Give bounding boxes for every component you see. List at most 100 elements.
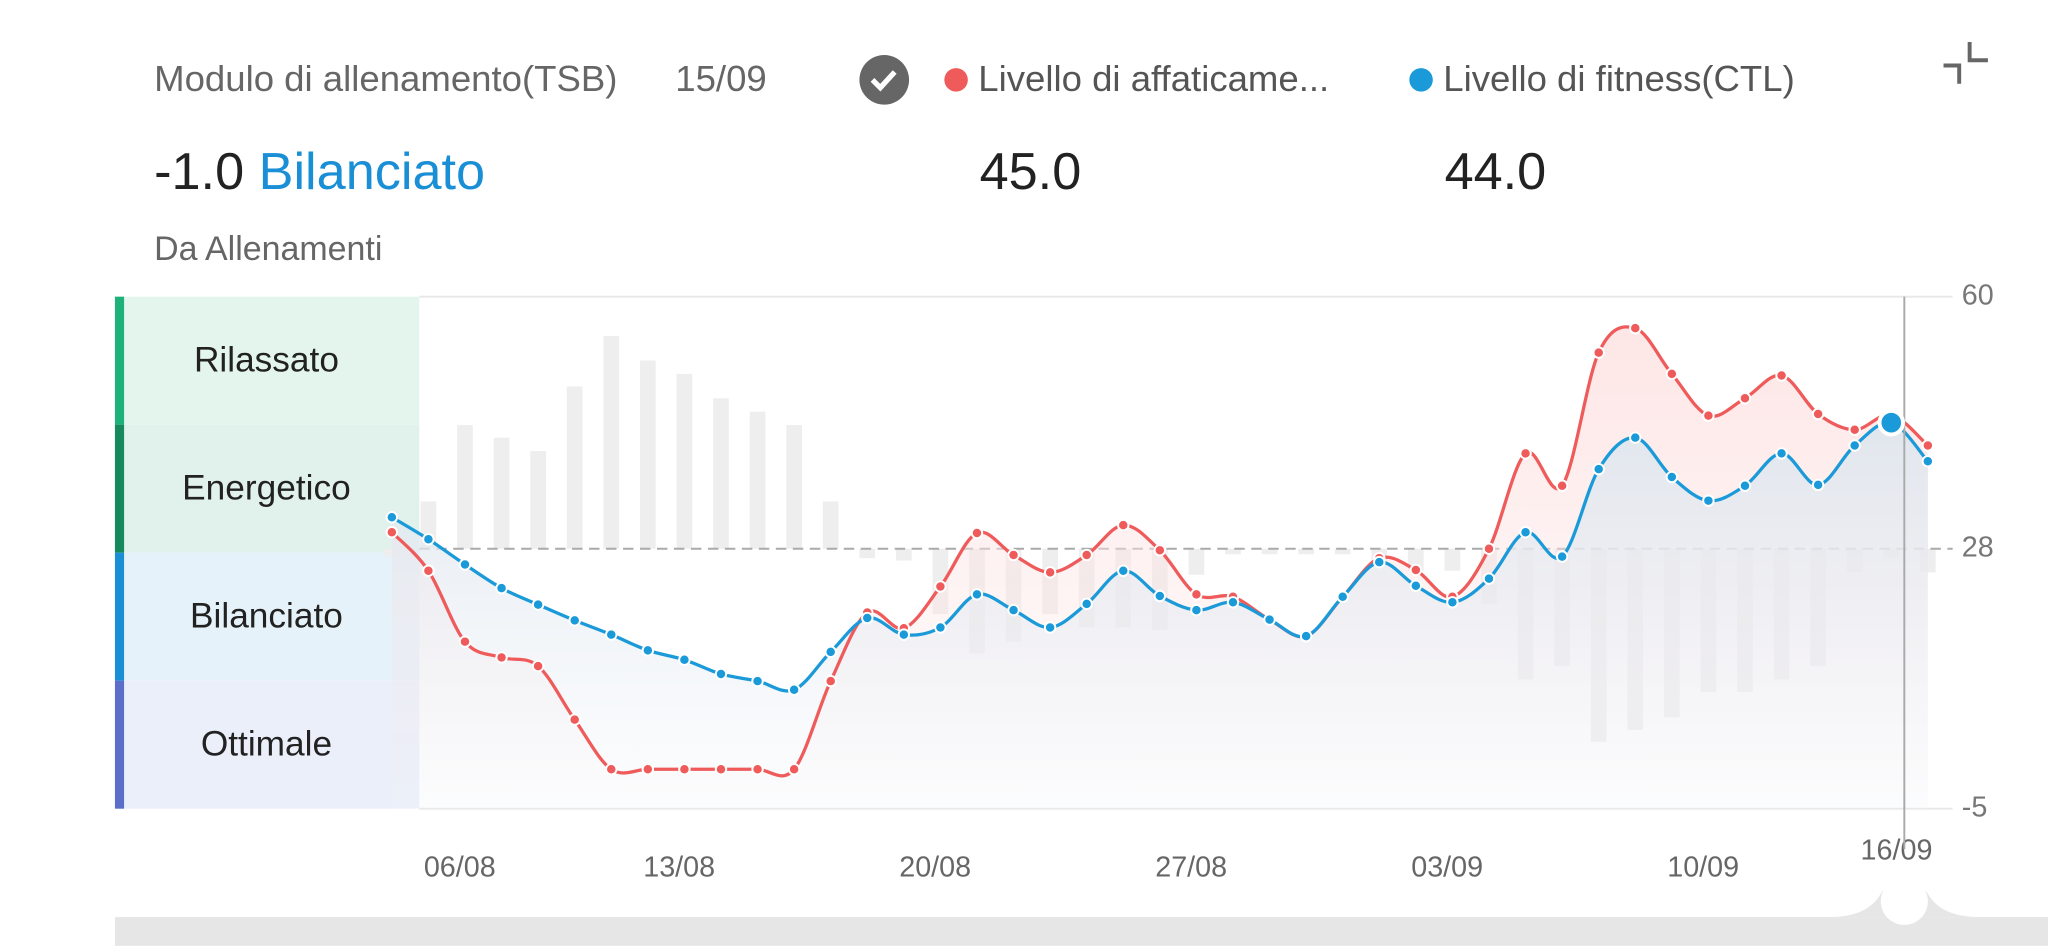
point <box>1080 548 1093 562</box>
point <box>422 564 435 577</box>
point <box>1629 321 1642 335</box>
point <box>422 533 435 546</box>
date: 15/09 <box>675 58 767 99</box>
atl-value: 45.0 <box>980 143 1082 201</box>
tsb-bar <box>1188 548 1205 575</box>
point <box>861 611 874 625</box>
point <box>1519 447 1532 460</box>
tsb-bar <box>566 386 583 549</box>
point <box>1629 431 1642 444</box>
point <box>1921 439 1935 452</box>
tsb-bar <box>640 360 656 549</box>
point <box>605 763 618 776</box>
point <box>970 588 984 601</box>
point <box>1665 367 1679 381</box>
x-tick-label: 06/08 <box>424 851 496 883</box>
plot: -5 28 60 06/08 13/08 20/08 27/08 03/09 10/09 16/0… <box>384 279 1994 883</box>
y-tick-label: 28 <box>1962 531 1994 563</box>
point <box>897 628 911 641</box>
tsb-bar <box>822 501 839 549</box>
tsb-bar <box>457 425 473 549</box>
point <box>751 763 764 776</box>
point <box>1775 369 1788 382</box>
point <box>1811 407 1825 421</box>
point <box>1848 423 1861 436</box>
point <box>1226 596 1240 609</box>
point <box>1555 479 1569 492</box>
point <box>1117 564 1130 577</box>
tsb-bar <box>603 336 620 549</box>
point <box>605 628 618 641</box>
point <box>970 526 984 540</box>
title: Modulo di allenamento(TSB) <box>154 58 617 99</box>
x-tick-label: 27/08 <box>1155 851 1227 883</box>
point <box>1153 544 1167 557</box>
point <box>1665 470 1679 484</box>
zone-bg <box>114 680 420 809</box>
slider-knob[interactable] <box>1880 877 1928 925</box>
zone-bg <box>114 296 420 425</box>
zone-label: Bilanciato <box>190 596 343 635</box>
zone-bg <box>114 552 420 681</box>
point <box>641 644 655 657</box>
point <box>1007 548 1020 562</box>
point <box>714 763 728 776</box>
point <box>1482 572 1496 585</box>
tsb-value: -1.0 <box>154 143 244 201</box>
zones: Rilassato Energetico Bilanciato Ottimale <box>114 296 420 809</box>
point <box>1080 597 1093 611</box>
point <box>1409 563 1423 577</box>
zone-label: Rilassato <box>194 340 339 379</box>
point <box>531 598 545 611</box>
point <box>1409 579 1423 592</box>
area <box>391 422 1928 809</box>
tsb-bar <box>1261 548 1278 555</box>
point <box>495 581 508 595</box>
x-tick-label: 03/09 <box>1411 851 1483 883</box>
tsb-bar <box>749 411 766 549</box>
point <box>1117 518 1130 532</box>
legend-dot <box>1409 68 1433 92</box>
point <box>1263 613 1276 626</box>
point <box>1482 542 1496 555</box>
x-tick-label: 13/08 <box>643 851 715 883</box>
tsb-bar <box>1225 548 1241 555</box>
point <box>1555 550 1569 563</box>
x-tick-label: 10/09 <box>1667 851 1739 883</box>
point <box>1738 392 1752 405</box>
tsb-bar <box>713 398 729 549</box>
collapse-icon[interactable] <box>1943 41 1988 84</box>
x-tick-label: 16/09 <box>1861 834 1933 866</box>
point <box>714 667 728 681</box>
point <box>1336 590 1349 603</box>
point <box>1592 462 1605 476</box>
point <box>824 645 837 659</box>
ctl-value: 44.0 <box>1445 143 1547 201</box>
scrollbar[interactable] <box>114 917 2048 946</box>
zone-bar <box>114 680 125 809</box>
point <box>1738 479 1752 492</box>
legend-dot <box>944 68 968 92</box>
point <box>934 580 947 593</box>
check-mark <box>870 70 897 92</box>
point <box>1592 346 1605 359</box>
point <box>787 683 801 696</box>
tsb-bar <box>530 451 546 549</box>
tsb-bar <box>676 373 693 549</box>
zone-bar <box>114 296 125 425</box>
point <box>1702 494 1715 507</box>
point <box>678 763 691 776</box>
tsb-bar <box>493 437 510 549</box>
tsb-bar <box>1444 548 1461 571</box>
y-tick-label: -5 <box>1962 791 1988 823</box>
tsb-bar <box>896 548 912 561</box>
legend-label: Livello di fitness(CTL) <box>1443 58 1795 99</box>
point <box>1007 603 1020 617</box>
point <box>678 653 691 667</box>
tsb-bar <box>1298 548 1314 555</box>
zone-label: Ottimale <box>201 724 332 763</box>
tsb-bar <box>859 548 876 559</box>
point <box>787 763 801 776</box>
